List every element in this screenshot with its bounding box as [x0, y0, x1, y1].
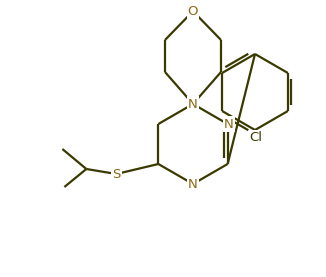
- Text: N: N: [188, 178, 198, 191]
- Text: Cl: Cl: [249, 131, 262, 144]
- Text: O: O: [188, 5, 198, 18]
- Text: S: S: [112, 168, 121, 181]
- Text: N: N: [188, 98, 198, 111]
- Text: N: N: [224, 117, 233, 130]
